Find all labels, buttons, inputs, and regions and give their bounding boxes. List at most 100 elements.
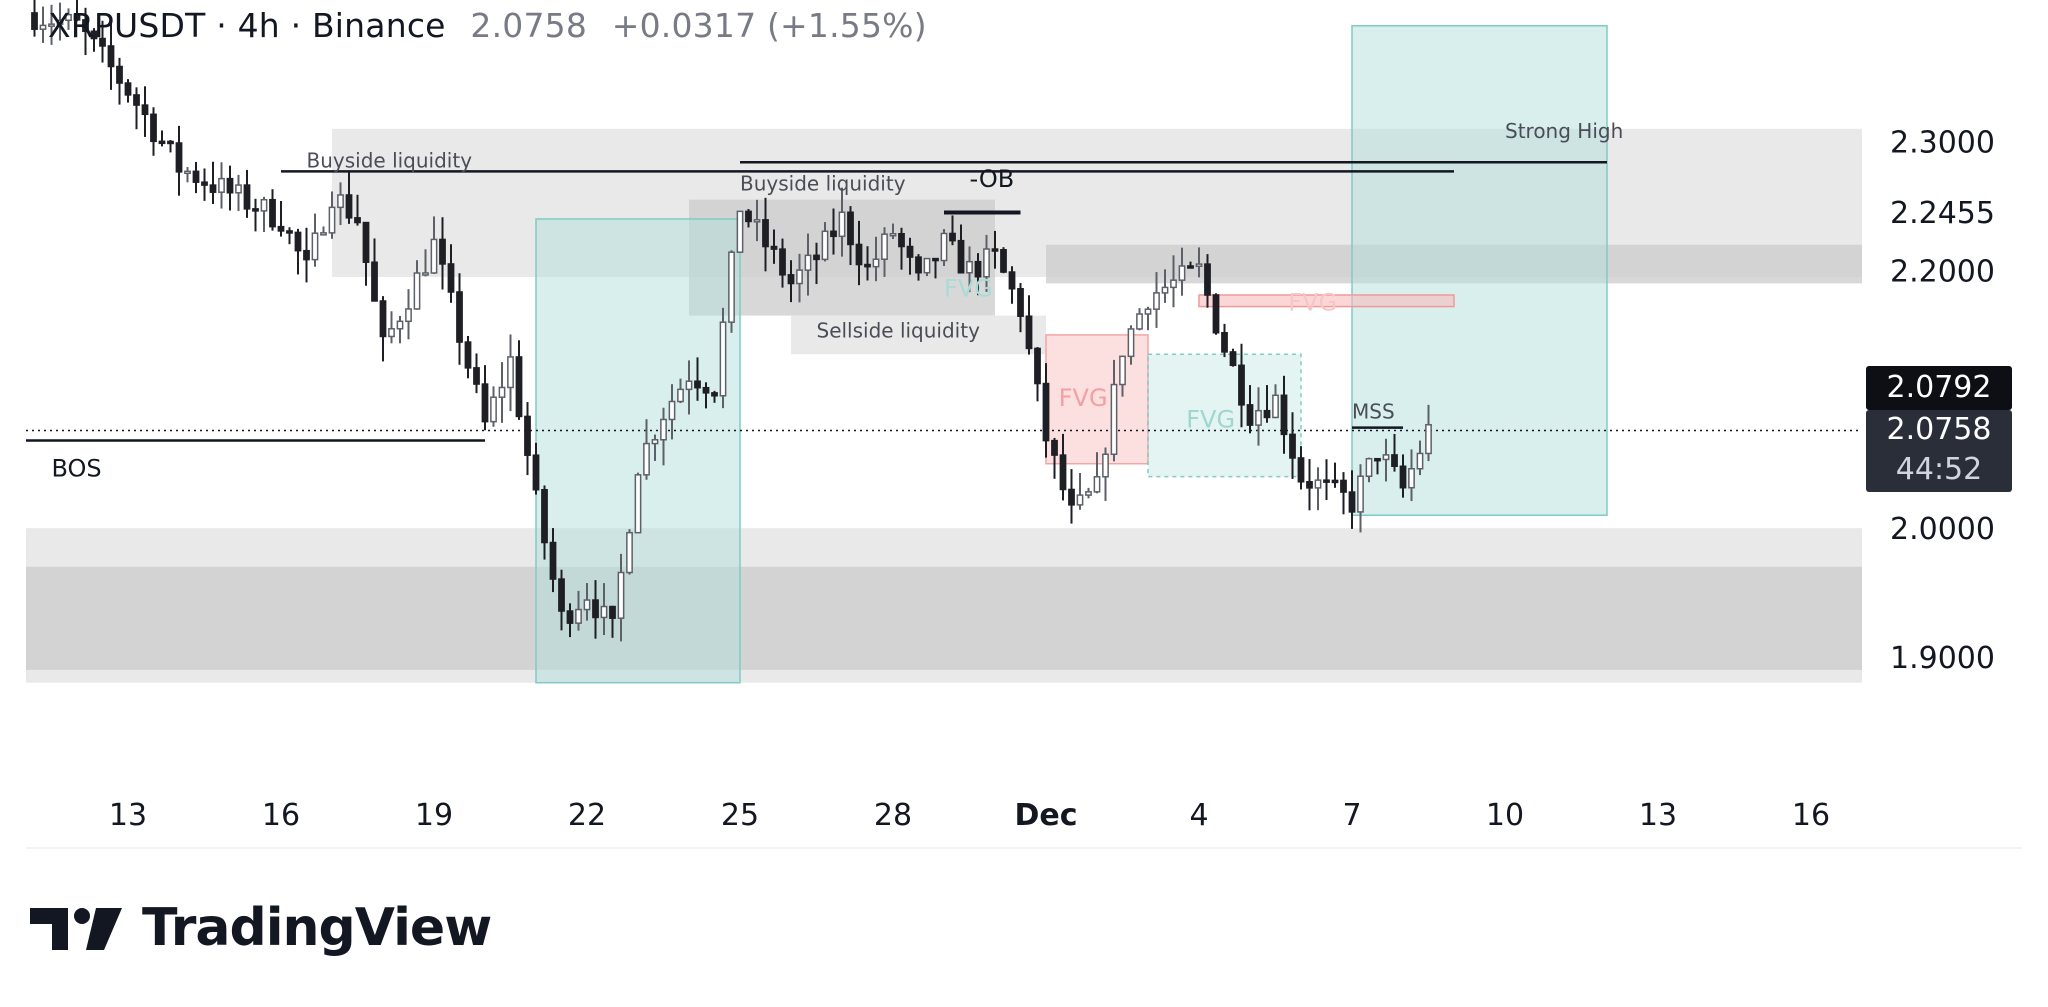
annotation-label: BOS [52, 455, 102, 483]
x-tick-label: 13 [109, 798, 147, 833]
candle-body [1229, 351, 1237, 367]
candle-body [1110, 383, 1118, 455]
zone-range-dark-3 [26, 566, 1862, 670]
zone-box-teal-6 [535, 218, 741, 684]
candle-body [1297, 457, 1305, 483]
candle-body [1340, 479, 1347, 493]
candle-body [260, 198, 268, 212]
annotation-lines-layer [26, 161, 1607, 442]
bar-countdown: 44:52 [1895, 452, 1983, 487]
annotation-label: FVG [1059, 384, 1108, 412]
candle-body [957, 239, 965, 274]
candle-body [660, 418, 667, 441]
candle-body [116, 65, 123, 84]
candle-body [99, 37, 106, 47]
candle-body [1357, 475, 1364, 513]
candle-body [915, 256, 922, 274]
candle-body [1212, 294, 1220, 334]
candle-body [796, 269, 803, 285]
zone-fvg-red-thin-10 [1198, 294, 1455, 308]
candle-body [396, 320, 404, 330]
candle-body [90, 30, 98, 40]
candle-body [201, 181, 208, 186]
candle-body [651, 439, 659, 445]
x-tick-label: Dec [1014, 798, 1077, 833]
candle-body [379, 300, 387, 338]
annotation-label: FVG [1288, 288, 1337, 316]
candle-body [481, 383, 489, 423]
candle-body [167, 140, 174, 145]
symbol-info[interactable]: XRPUSDT · 4h · Binance [48, 6, 446, 45]
y-tick-label: 2.2455 [1890, 196, 1995, 231]
candle-body [371, 261, 378, 302]
candle-body [31, 12, 38, 30]
candle-body [966, 260, 973, 274]
candle-body [532, 454, 540, 491]
candle-body [558, 578, 565, 612]
candle-body [1246, 404, 1254, 426]
candle-body [1399, 465, 1407, 489]
annotation-label: MSS [1352, 400, 1395, 424]
candle-body [235, 184, 242, 194]
candle-body [464, 341, 472, 369]
candle-body [626, 531, 633, 574]
candle-body [864, 263, 871, 268]
candle-body [1306, 481, 1313, 489]
symbol-legend[interactable]: XRPUSDT · 4h · Binance 2.0758 +0.0317 (+… [48, 6, 927, 45]
zone-box-teal-7 [1351, 25, 1608, 517]
candle-body [447, 263, 455, 293]
x-tick-label: 4 [1189, 798, 1208, 833]
candle-body [711, 392, 718, 397]
candle-body [269, 198, 276, 228]
candle-body [779, 248, 786, 276]
candle-body [575, 608, 582, 624]
candle-body [600, 605, 608, 619]
candle-body [1144, 308, 1152, 315]
candle-body [745, 210, 752, 223]
candle-body [762, 219, 769, 248]
candle-body [685, 380, 693, 391]
candle-body [1416, 452, 1424, 470]
candle-body [1042, 382, 1050, 442]
candle-body [158, 140, 166, 145]
candle-body [507, 356, 514, 389]
tradingview-logo[interactable]: TradingView [30, 898, 492, 958]
candle-body [337, 194, 344, 209]
price-axis[interactable]: 2.3000 2.2455 2.2000 2.0000 1.9000 [1890, 126, 1995, 676]
candle-body [1178, 265, 1186, 281]
candle-body [1059, 454, 1067, 491]
time-axis[interactable]: 13 16 19 22 25 28 Dec 4 7 10 13 16 [26, 798, 2022, 849]
candle-body [439, 238, 446, 265]
candle-body [872, 258, 880, 268]
candle-body [566, 610, 574, 624]
current-price-tag: 2.0758 44:52 [1866, 410, 2012, 492]
candle-body [898, 232, 905, 248]
y-tick-label: 2.0000 [1890, 512, 1995, 547]
candle-body [65, 13, 72, 22]
candle-body [1136, 313, 1143, 330]
candle-body [82, 19, 89, 33]
candle-body [702, 386, 710, 394]
candle-body [1034, 347, 1041, 385]
candle-body [218, 177, 225, 193]
candle-body [473, 367, 480, 385]
candle-body [1102, 453, 1109, 478]
brand-name: TradingView [142, 898, 492, 958]
candle-body [388, 328, 395, 338]
candle-body [617, 571, 625, 619]
candle-body [974, 260, 982, 278]
x-tick-label: 16 [262, 798, 300, 833]
candle-body [1068, 488, 1075, 506]
candle-body [787, 274, 795, 285]
x-tick-label: 25 [721, 798, 759, 833]
y-tick-label: 1.9000 [1890, 641, 1995, 676]
candle-body [430, 238, 438, 274]
candle-body [320, 232, 327, 236]
candle-body [422, 272, 429, 276]
candle-body [830, 230, 837, 238]
candle-body [991, 248, 999, 252]
candle-body [549, 541, 557, 580]
candle-body [345, 194, 353, 219]
candle-body [1255, 409, 1262, 426]
